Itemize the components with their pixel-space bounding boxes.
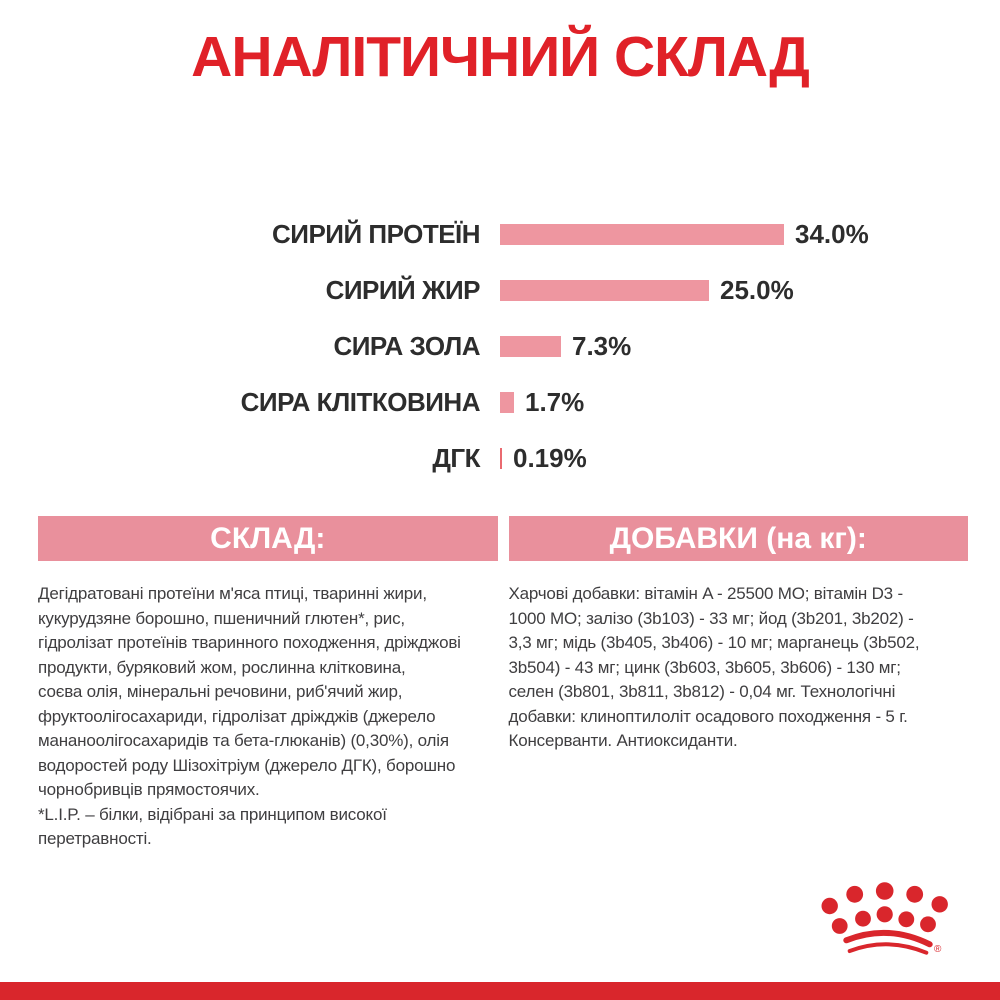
chart-value-label: 34.0% <box>795 218 869 249</box>
chart-row: СИРИЙ ПРОТЕЇН 34.0% <box>0 206 1000 262</box>
chart-bar <box>500 391 514 413</box>
chart-row: СИРА КЛІТКОВИНА 1.7% <box>0 374 1000 430</box>
additives-text: Харчові добавки: вітамін A - 25500 МО; в… <box>508 584 920 750</box>
composition-text: Дегідратовані протеїни м'яса птиці, твар… <box>38 584 461 848</box>
chart-category-label: СИРИЙ ПРОТЕЇН <box>272 218 481 249</box>
chart-category-label: СИРИЙ ЖИР <box>325 274 481 305</box>
chart-category-label: ДГК <box>432 442 480 473</box>
royal-canin-crown-logo: ® <box>816 880 966 970</box>
chart-category-label: СИРА ЗОЛА <box>333 330 480 361</box>
registered-trademark-icon: ® <box>934 944 942 955</box>
chart-value-label: 7.3% <box>572 330 632 361</box>
composition-heading: СКЛАД: <box>38 516 498 561</box>
chart-value-label: 0.19% <box>513 442 587 473</box>
crown-dots <box>821 882 948 934</box>
chart-row: СИРИЙ ЖИР 25.0% <box>0 262 1000 318</box>
composition-section: СКЛАД: Дегідратовані протеїни м'яса птиц… <box>38 516 498 852</box>
chart-row: ДГК 0.19% <box>0 430 1000 486</box>
chart-bar <box>500 335 561 357</box>
page-title: АНАЛІТИЧНИЙ СКЛАД <box>191 25 810 89</box>
chart-value-label: 1.7% <box>525 386 585 417</box>
crown-arcs <box>843 929 933 955</box>
chart-value-label: 25.0% <box>720 274 794 305</box>
chart-bar <box>500 447 502 469</box>
brand-red-bar <box>0 982 1000 1000</box>
chart-bar <box>500 223 784 245</box>
info-sections: СКЛАД: Дегідратовані протеїни м'яса птиц… <box>0 516 1000 852</box>
chart-category-label: СИРА КЛІТКОВИНА <box>240 386 481 417</box>
chart-row: СИРА ЗОЛА 7.3% <box>0 318 1000 374</box>
chart-bar <box>500 279 709 301</box>
analytical-chart: СИРИЙ ПРОТЕЇН 34.0% СИРИЙ ЖИР 25.0% СИРА ЗОЛ… <box>0 206 1000 486</box>
additives-section: ДОБАВКИ (на кг): Харчові добавки: вітамі… <box>508 516 968 852</box>
additives-heading: ДОБАВКИ (на кг): <box>508 516 968 561</box>
